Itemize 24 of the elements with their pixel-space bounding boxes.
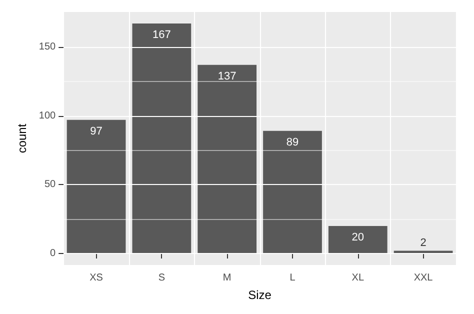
x-tick-label: S [158,272,166,284]
x-tick-label: XXL [414,272,434,284]
bar [198,64,257,254]
bar [132,24,192,254]
bar [394,250,453,254]
data-label: 2 [420,237,426,250]
data-label: 137 [218,70,236,82]
y-tick-label: 150 [38,41,56,52]
y-tick-label: 0 [50,248,56,259]
bar [263,130,322,254]
data-label: 97 [90,125,102,138]
data-label: 167 [152,29,171,41]
x-tick-label: L [290,272,296,284]
data-label: 89 [286,136,299,148]
x-tick-label: XL [352,272,364,284]
x-tick-label: M [222,272,232,284]
data-label: 20 [352,231,364,244]
bar [66,120,126,254]
y-tick-label: 50 [44,179,56,190]
y-axis-title: count [15,123,29,154]
x-axis-title: Size [248,288,272,302]
x-tick-label: XS [90,272,104,284]
y-tick-label: 100 [38,110,56,122]
bar [328,226,388,254]
